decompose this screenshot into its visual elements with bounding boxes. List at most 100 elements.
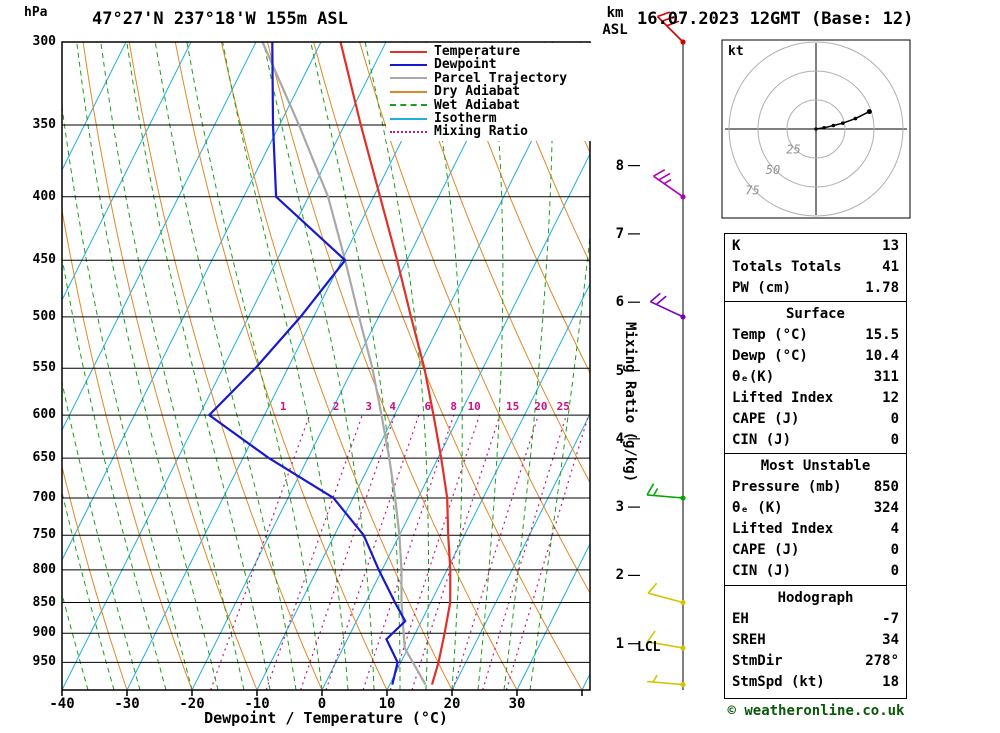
isotherm-line xyxy=(62,42,322,562)
km-tick-label: 7 xyxy=(615,225,624,242)
temp-tick-label: -20 xyxy=(179,696,205,712)
pressure-tick-label: 700 xyxy=(32,490,56,506)
hodograph-trace-point xyxy=(831,123,836,128)
stat-value: 311 xyxy=(873,369,899,385)
table-rows: Temp (°C) 15.5 Dewp (°C) 10.4 θₑ(K) 311 Lifted… xyxy=(725,325,906,451)
stat-value: 15.5 xyxy=(865,327,899,343)
pressure-tick-label: 850 xyxy=(32,594,56,610)
table-title: Surface xyxy=(785,306,845,322)
stat-value: 10.4 xyxy=(865,348,899,364)
isotherm-line xyxy=(191,42,517,690)
stat-label: θₑ(K) xyxy=(732,369,775,385)
plot-area: 1 2 3 4 6 8 10 15 20 25 xyxy=(62,42,590,690)
table-row: Dewp (°C) 10.4 xyxy=(725,346,906,367)
dry-adiabat-line xyxy=(451,42,590,374)
wind-barb-feather xyxy=(658,172,671,181)
wind-barb-half-feather xyxy=(652,488,659,496)
legend-item: Parcel Trajectory xyxy=(390,71,588,85)
most-unstable-table: Most Unstable Pressure (mb) 850 θₑ (K) 324 L… xyxy=(724,453,907,587)
pressure-tick-label: 600 xyxy=(32,407,56,423)
stat-value: 278° xyxy=(865,653,899,669)
mixing-ratio-line xyxy=(452,414,539,690)
hodograph-ring xyxy=(757,70,875,188)
stat-label: Temp (°C) xyxy=(732,327,808,343)
pressure-tick-label: 300 xyxy=(32,34,56,49)
mixing-ratio-value-label: 10 xyxy=(468,400,481,413)
table-row: Totals Totals 41 xyxy=(725,257,906,278)
table-row: EH -7 xyxy=(725,609,906,630)
table-rows: Pressure (mb) 850 θₑ (K) 324 Lifted Index 4 CA… xyxy=(725,477,906,582)
hodograph-trace-point xyxy=(840,121,845,125)
wet-adiabat-line xyxy=(154,42,297,690)
stat-label: Pressure (mb) xyxy=(732,479,842,495)
pressure-tick-label: 400 xyxy=(32,188,56,204)
stat-value: 1.78 xyxy=(865,280,899,296)
table-row: CIN (J) 0 xyxy=(725,561,906,582)
wet-adiabat-line xyxy=(477,42,504,690)
dry-adiabat-line xyxy=(62,207,193,690)
legend-item: Temperature xyxy=(390,45,588,58)
temp-tick-label: 10 xyxy=(378,696,396,712)
wind-barb-staff xyxy=(653,175,684,198)
stat-label: CIN (J) xyxy=(732,563,792,579)
km-tick-label: 3 xyxy=(615,499,624,516)
pressure-tick-label: 450 xyxy=(32,252,56,268)
wind-barb-staff xyxy=(647,641,684,649)
km-axis-header: km ASL xyxy=(598,5,632,39)
temp-tick-label: 0 xyxy=(317,696,327,712)
temperature-swatch xyxy=(390,50,427,53)
dry-adiabat-swatch xyxy=(390,90,427,93)
stat-label: StmSpd (kt) xyxy=(732,674,825,690)
stat-label: θₑ (K) xyxy=(732,500,783,516)
dry-adiabat-line xyxy=(497,42,590,265)
pressure-tick-label: 750 xyxy=(32,527,56,543)
hodograph-trace-point xyxy=(866,109,872,115)
station-title: 47°27'N 237°18'W 155m ASL xyxy=(92,9,348,29)
stat-value: 0 xyxy=(890,542,899,558)
isotherm-line xyxy=(62,42,387,690)
pressure-tick-label: 350 xyxy=(32,116,56,132)
asl-label: ASL xyxy=(602,22,628,38)
mixing-ratio-value-label: 1 xyxy=(280,400,287,413)
stat-value: 41 xyxy=(882,259,899,275)
stat-label: Lifted Index xyxy=(732,521,834,537)
hodograph-ring xyxy=(786,99,846,159)
table-row: CAPE (J) 0 xyxy=(725,409,906,430)
wet-adiabat-line xyxy=(100,42,245,690)
x-axis-title: Dewpoint / Temperature (°C) xyxy=(204,709,448,727)
pressure-tick-label: 500 xyxy=(32,308,56,324)
wind-barb-staff xyxy=(656,15,684,43)
temp-tick-label: 30 xyxy=(508,696,526,712)
stat-label: Totals Totals xyxy=(732,259,842,275)
mixing-ratio-value-label: 25 xyxy=(557,400,570,413)
pressure-tick-label: 800 xyxy=(32,561,56,577)
legend-item-label: Isotherm xyxy=(434,110,497,126)
mixing-ratio-line xyxy=(210,414,311,690)
wind-barb xyxy=(647,582,686,606)
isotherm-line xyxy=(62,42,127,172)
stat-value: 18 xyxy=(882,674,899,690)
table-row: θₑ(K) 311 xyxy=(725,367,906,388)
table-title: Most Unstable xyxy=(760,458,871,474)
temperature-trace xyxy=(339,42,452,685)
isotherm-swatch xyxy=(390,117,427,120)
table-row: Pressure (mb) 850 xyxy=(725,477,906,498)
stat-label: Dewp (°C) xyxy=(732,348,808,364)
wind-barb xyxy=(649,292,686,320)
wind-barb xyxy=(646,483,686,501)
temp-tick-label: -10 xyxy=(244,696,270,712)
copyright: © weatheronline.co.uk xyxy=(727,703,905,719)
stat-value: 12 xyxy=(882,390,899,406)
wet-adiabat-line xyxy=(263,42,375,690)
wind-barb xyxy=(647,674,686,688)
legend-item-label: Wet Adiabat xyxy=(434,97,521,113)
wind-barb-feather xyxy=(646,483,655,496)
parcel-trajectory-swatch xyxy=(390,77,427,80)
legend-item: Dewpoint xyxy=(390,58,588,72)
km-tick-label: 5 xyxy=(615,362,624,379)
wind-barb-staff xyxy=(650,300,684,318)
wind-barb-feather xyxy=(666,20,680,27)
pressure-tick-label: 950 xyxy=(32,654,56,670)
mixing-ratio-line xyxy=(411,414,501,690)
legend-item: Wet Adiabat xyxy=(390,97,588,113)
